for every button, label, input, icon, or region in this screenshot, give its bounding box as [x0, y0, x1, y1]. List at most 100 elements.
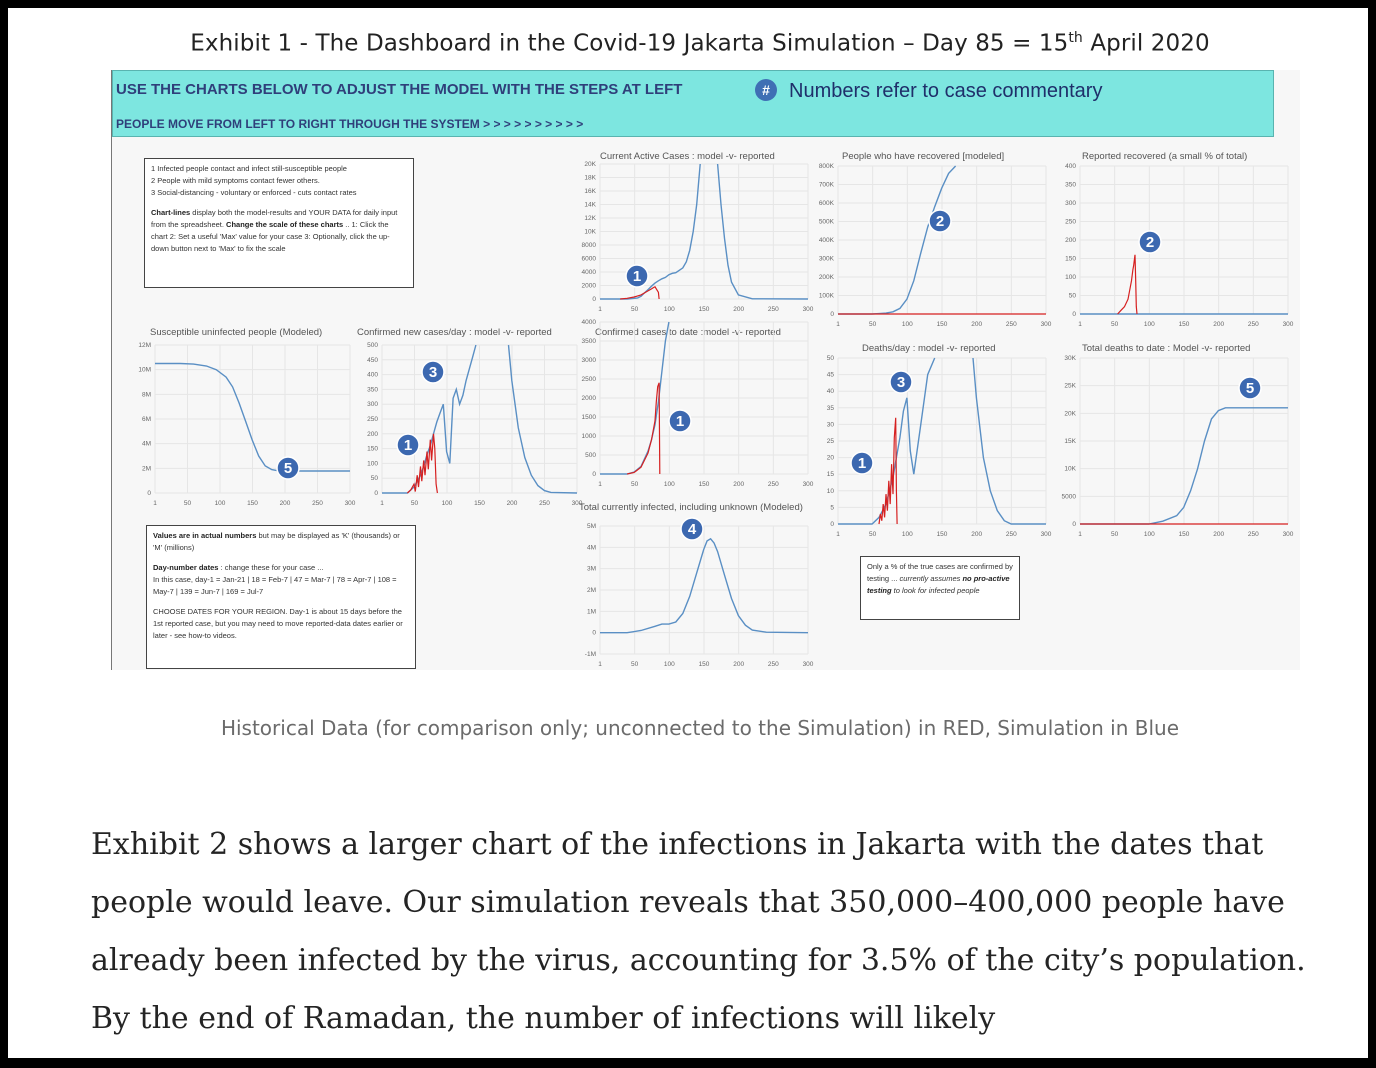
chart-susceptible: Susceptible uninfected people (Modeled) 0… — [138, 327, 355, 507]
y-tick-label: 3000 — [582, 357, 597, 364]
x-tick-label: 150 — [474, 500, 485, 507]
chart-title: Total currently infected, including unkn… — [579, 502, 803, 513]
x-tick-label: 100 — [1144, 321, 1155, 328]
simulation-series-line — [600, 163, 808, 300]
y-tick-label: 400 — [1065, 163, 1076, 170]
chart-title: Total deaths to date : Model -v- reporte… — [1082, 343, 1250, 354]
y-tick-label: 700K — [819, 182, 835, 189]
x-tick-label: 50 — [1111, 321, 1119, 328]
y-tick-label: 250 — [1065, 219, 1076, 226]
testing-note: Only a % of the true cases are confirmed… — [867, 562, 1013, 595]
chart-total-infected: Total currently infected, including unkn… — [579, 502, 814, 668]
y-tick-label: 5000 — [1062, 493, 1077, 500]
chart-new-cases: Confirmed new cases/day : model -v- repo… — [357, 327, 583, 507]
x-tick-label: 250 — [768, 306, 779, 313]
y-tick-label: 500 — [585, 452, 596, 459]
y-tick-label: 50 — [827, 355, 835, 362]
marker-number: 5 — [284, 460, 292, 477]
x-tick-label: 200 — [733, 661, 744, 668]
banner-note: Numbers refer to case commentary — [789, 80, 1103, 102]
y-tick-label: 200 — [1065, 237, 1076, 244]
exhibit-title: Exhibit 1 - The Dashboard in the Covid-1… — [190, 30, 1210, 57]
y-tick-label: 30 — [827, 421, 835, 428]
y-tick-label: 10M — [138, 367, 151, 374]
x-tick-label: 150 — [699, 661, 710, 668]
chart-title: Susceptible uninfected people (Modeled) — [150, 327, 322, 338]
chart-reported-recovered: Reported recovered (a small % of total) 0… — [1065, 151, 1294, 328]
chart-title: Reported recovered (a small % of total) — [1082, 151, 1247, 162]
x-tick-label: 200 — [971, 531, 982, 538]
marker-circle — [850, 451, 874, 475]
instruction-banner: USE THE CHARTS BELOW TO ADJUST THE MODEL… — [112, 70, 1274, 137]
y-tick-label: 40 — [827, 388, 835, 395]
x-tick-label: 1 — [598, 661, 602, 668]
y-tick-label: 0 — [592, 471, 596, 478]
y-tick-label: 25 — [827, 438, 835, 445]
x-tick-label: 1 — [1078, 531, 1082, 538]
y-tick-label: 2500 — [582, 376, 597, 383]
y-tick-label: 100 — [367, 460, 378, 467]
y-tick-label: 4000 — [582, 269, 597, 276]
y-tick-label: 2000 — [582, 395, 597, 402]
x-tick-label: 1 — [1078, 321, 1082, 328]
banner-subheading: PEOPLE MOVE FROM LEFT TO RIGHT THROUGH T… — [116, 117, 584, 131]
region-note: CHOOSE DATES FOR YOUR REGION. Day-1 is a… — [153, 607, 403, 640]
y-tick-label: 18K — [584, 175, 596, 182]
y-tick-label: 1000 — [582, 433, 597, 440]
y-tick-label: 0 — [592, 630, 596, 637]
x-tick-label: 200 — [507, 500, 518, 507]
marker-circle — [276, 456, 300, 480]
x-tick-label: 300 — [803, 481, 814, 488]
marker-number: 3 — [897, 374, 905, 391]
commentary-marker-2: 2 — [928, 209, 952, 233]
y-tick-label: 0 — [592, 296, 596, 303]
y-tick-label: 200 — [367, 431, 378, 438]
marker-number: 2 — [936, 213, 944, 230]
y-tick-label: 16K — [584, 188, 596, 195]
x-tick-label: 150 — [699, 306, 710, 313]
x-tick-label: 100 — [664, 306, 675, 313]
x-tick-label: 150 — [937, 531, 948, 538]
y-tick-label: 500K — [819, 219, 835, 226]
hash-badge-icon: # — [755, 79, 777, 101]
y-tick-label: 5M — [587, 523, 596, 530]
dashboard-screenshot: USE THE CHARTS BELOW TO ADJUST THE MODEL… — [111, 70, 1300, 670]
y-tick-label: 3M — [587, 566, 596, 573]
y-tick-label: 20K — [584, 161, 596, 168]
y-tick-label: 20K — [1064, 410, 1076, 417]
x-tick-label: 50 — [631, 661, 639, 668]
marker-number: 3 — [429, 364, 437, 381]
chart-title: People who have recovered [modeled] — [842, 151, 1004, 162]
y-tick-label: 6M — [142, 416, 151, 423]
x-tick-label: 200 — [971, 321, 982, 328]
x-tick-label: 100 — [1144, 531, 1155, 538]
commentary-marker-1: 1 — [625, 264, 649, 288]
chart-title: Deaths/day : model -v- reported — [862, 343, 996, 354]
y-tick-label: 250 — [367, 416, 378, 423]
marker-number: 5 — [1246, 380, 1254, 397]
marker-circle — [889, 370, 913, 394]
testing-note-box: Only a % of the true cases are confirmed… — [860, 556, 1020, 620]
x-tick-label: 300 — [803, 306, 814, 313]
commentary-marker-4: 4 — [680, 517, 704, 541]
charts-canvas: Current Active Cases : model -v- reporte… — [138, 151, 1294, 668]
x-tick-label: 1 — [598, 306, 602, 313]
y-tick-label: -1M — [585, 651, 596, 658]
x-tick-label: 1 — [380, 500, 384, 507]
x-tick-label: 100 — [902, 531, 913, 538]
y-tick-label: 4M — [142, 441, 151, 448]
banner-heading: USE THE CHARTS BELOW TO ADJUST THE MODEL… — [116, 81, 683, 98]
x-tick-label: 150 — [1179, 531, 1190, 538]
y-tick-label: 100 — [1065, 274, 1076, 281]
x-tick-label: 200 — [1213, 531, 1224, 538]
commentary-marker-1: 1 — [850, 451, 874, 475]
y-tick-label: 15 — [827, 471, 835, 478]
marker-circle — [421, 360, 445, 384]
chart-lines-note: Chart-lines display both the model-resul… — [151, 208, 398, 253]
x-tick-label: 300 — [572, 500, 583, 507]
x-tick-label: 250 — [1248, 531, 1259, 538]
y-tick-label: 14K — [584, 202, 596, 209]
x-tick-label: 250 — [312, 500, 323, 507]
x-tick-label: 1 — [598, 481, 602, 488]
y-tick-label: 8000 — [582, 242, 597, 249]
